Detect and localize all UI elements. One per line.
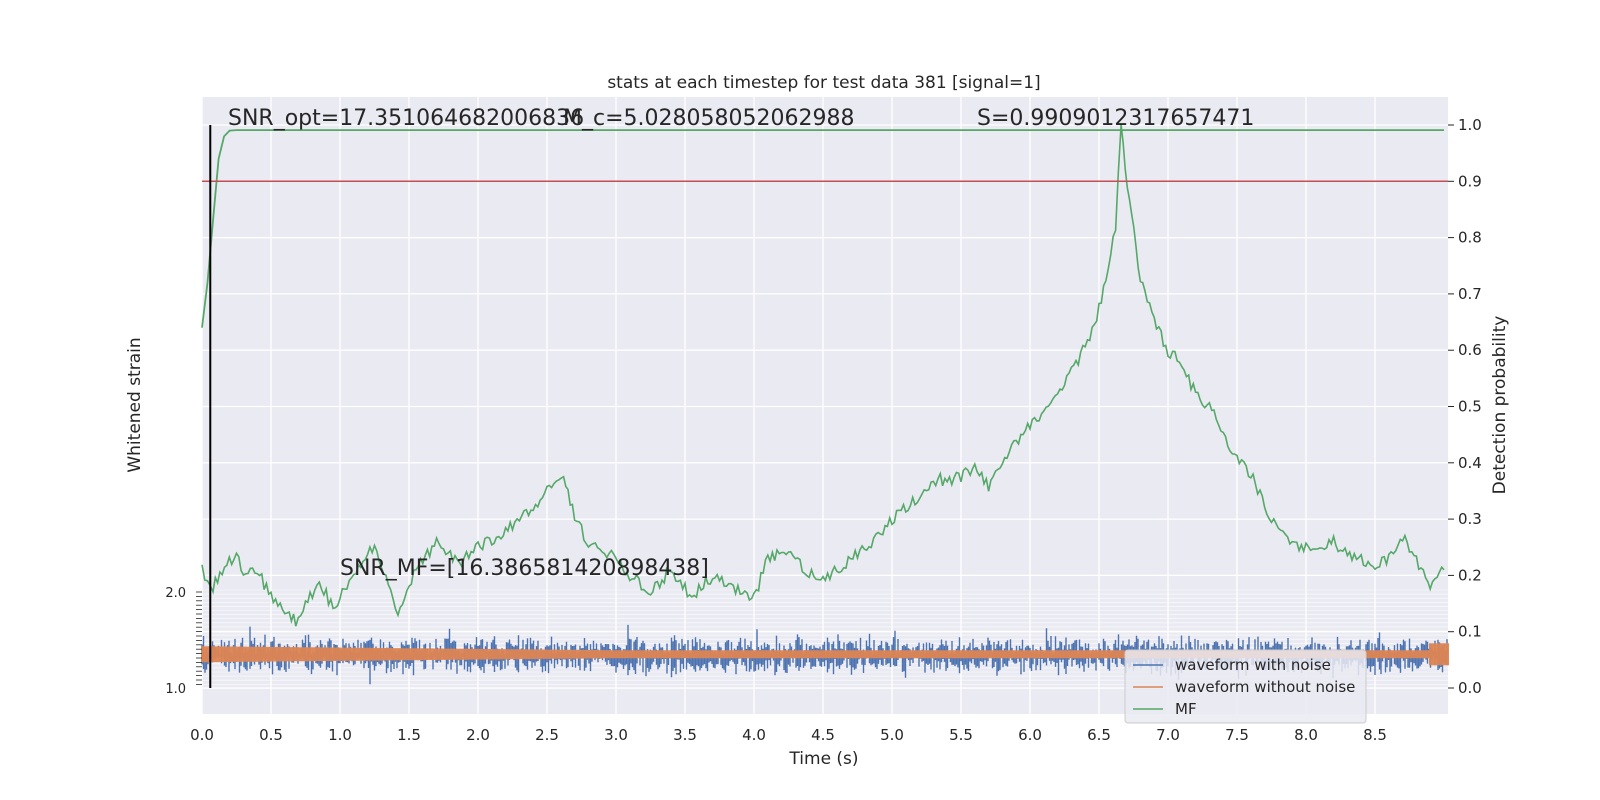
x-tick-label: 3.0	[604, 726, 628, 744]
x-tick-label: 0.5	[259, 726, 283, 744]
chirp-mass-annotation: M_c=5.028058052062988	[563, 106, 854, 131]
y-tick-label: 0.5	[1458, 398, 1482, 416]
x-tick-label: 4.0	[742, 726, 766, 744]
snr-opt-annotation: SNR_opt=17.351064682006836	[228, 106, 584, 131]
legend-label-noise: waveform with noise	[1175, 656, 1331, 674]
left-tick-label-top: 2.0	[165, 586, 186, 601]
plot-area	[202, 97, 1448, 714]
score-annotation: S=0.9909012317657471	[977, 106, 1254, 131]
y-tick-label: 1.0	[1458, 116, 1482, 134]
x-axis-ticks: 0.0 0.5 1.0 1.5 2.0 2.5 3.0 3.5 4.0 4.5 5.0 5.5 6.0 6…	[190, 726, 1387, 744]
y-axis-ticks-right: 0.0 0.1 0.2 0.3 0.4 0.5 0.6 0.7 0.8 0.9 1.0	[1448, 116, 1482, 697]
x-tick-label: 8.0	[1294, 726, 1318, 744]
y-tick-label: 0.2	[1458, 566, 1482, 584]
y-tick-label: 0.7	[1458, 285, 1482, 303]
x-tick-label: 6.0	[1018, 726, 1042, 744]
legend-label-clean: waveform without noise	[1175, 678, 1355, 696]
series-mf-cumulative	[201, 129, 1444, 328]
x-tick-label: 8.5	[1363, 726, 1387, 744]
y-tick-label: 0.1	[1458, 623, 1482, 641]
y-axis-label-left: Whitened strain	[125, 337, 145, 472]
series-mf	[201, 124, 1445, 627]
x-tick-label: 5.0	[880, 726, 904, 744]
x-axis-label: Time (s)	[788, 749, 858, 769]
snr-mf-annotation: SNR_MF=[16.386581420898438]	[340, 556, 709, 581]
x-tick-label: 1.0	[328, 726, 352, 744]
y-tick-label: 0.3	[1458, 510, 1482, 528]
legend-label-mf: MF	[1175, 700, 1197, 718]
y-tick-label: 0.6	[1458, 341, 1482, 359]
x-tick-label: 7.5	[1225, 726, 1249, 744]
x-tick-label: 1.5	[397, 726, 421, 744]
x-tick-label: 7.0	[1156, 726, 1180, 744]
x-tick-label: 3.5	[673, 726, 697, 744]
y-axis-label-right: Detection probability	[1490, 316, 1510, 495]
y-tick-label: 0.8	[1458, 229, 1482, 247]
y-tick-label: 0.9	[1458, 172, 1482, 190]
legend: waveform with noise waveform without noi…	[1124, 649, 1367, 724]
x-tick-label: 2.5	[535, 726, 559, 744]
y-tick-label: 0.4	[1458, 454, 1482, 472]
x-tick-label: 0.0	[190, 726, 214, 744]
x-tick-label: 6.5	[1087, 726, 1111, 744]
chart-title: stats at each timestep for test data 381…	[607, 73, 1040, 93]
x-tick-label: 4.5	[811, 726, 835, 744]
left-tick-label-bottom: 1.0	[165, 682, 186, 697]
y-axis-ticks-left: 2.0 1.0	[165, 586, 202, 697]
x-tick-label: 5.5	[949, 726, 973, 744]
x-tick-label: 2.0	[466, 726, 490, 744]
legend-box	[1124, 649, 1367, 724]
y-tick-label: 0.0	[1458, 679, 1482, 697]
